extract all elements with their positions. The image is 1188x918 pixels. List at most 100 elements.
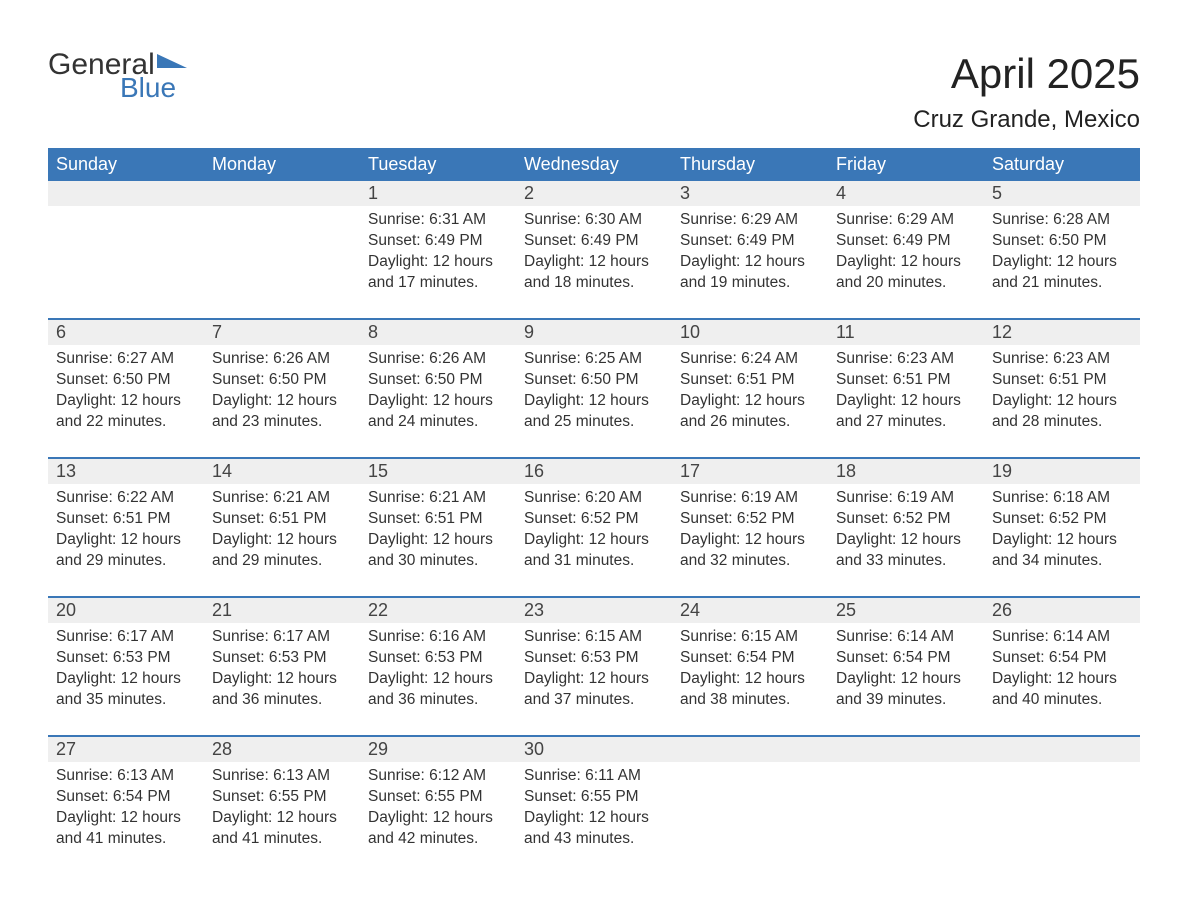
day-number-cell (828, 737, 984, 762)
sunrise-text: Sunrise: 6:26 AM (212, 349, 352, 370)
day-body-cell: Sunrise: 6:19 AMSunset: 6:52 PMDaylight:… (828, 484, 984, 580)
daylight1-text: Daylight: 12 hours (524, 808, 664, 829)
day-body-row: Sunrise: 6:13 AMSunset: 6:54 PMDaylight:… (48, 762, 1140, 858)
daylight2-text: and 35 minutes. (56, 690, 196, 711)
sunrise-text: Sunrise: 6:14 AM (992, 627, 1132, 648)
daylight1-text: Daylight: 12 hours (992, 530, 1132, 551)
daylight1-text: Daylight: 12 hours (368, 530, 508, 551)
calendar: Sunday Monday Tuesday Wednesday Thursday… (48, 148, 1140, 858)
day-number-cell: 9 (516, 320, 672, 345)
day-body-cell: Sunrise: 6:24 AMSunset: 6:51 PMDaylight:… (672, 345, 828, 441)
daylight2-text: and 34 minutes. (992, 551, 1132, 572)
daylight2-text: and 33 minutes. (836, 551, 976, 572)
sunrise-text: Sunrise: 6:23 AM (836, 349, 976, 370)
week-block: 13141516171819Sunrise: 6:22 AMSunset: 6:… (48, 457, 1140, 580)
day-header-cell: Friday (828, 148, 984, 181)
day-body-cell: Sunrise: 6:13 AMSunset: 6:54 PMDaylight:… (48, 762, 204, 858)
sunrise-text: Sunrise: 6:28 AM (992, 210, 1132, 231)
sunrise-text: Sunrise: 6:13 AM (212, 766, 352, 787)
sunset-text: Sunset: 6:51 PM (992, 370, 1132, 391)
daylight1-text: Daylight: 12 hours (56, 669, 196, 690)
daylight1-text: Daylight: 12 hours (680, 669, 820, 690)
daylight1-text: Daylight: 12 hours (56, 391, 196, 412)
day-body-cell: Sunrise: 6:15 AMSunset: 6:53 PMDaylight:… (516, 623, 672, 719)
daylight2-text: and 36 minutes. (368, 690, 508, 711)
day-header-cell: Saturday (984, 148, 1140, 181)
daylight1-text: Daylight: 12 hours (212, 530, 352, 551)
sunset-text: Sunset: 6:53 PM (56, 648, 196, 669)
day-body-cell: Sunrise: 6:13 AMSunset: 6:55 PMDaylight:… (204, 762, 360, 858)
daylight2-text: and 36 minutes. (212, 690, 352, 711)
day-body-cell: Sunrise: 6:23 AMSunset: 6:51 PMDaylight:… (828, 345, 984, 441)
day-number-cell (48, 181, 204, 206)
daylight1-text: Daylight: 12 hours (368, 808, 508, 829)
day-number-row: 12345 (48, 181, 1140, 206)
day-number-cell: 6 (48, 320, 204, 345)
day-number-cell: 22 (360, 598, 516, 623)
sunset-text: Sunset: 6:52 PM (992, 509, 1132, 530)
daylight1-text: Daylight: 12 hours (836, 252, 976, 273)
day-body-cell (828, 762, 984, 858)
sunset-text: Sunset: 6:54 PM (992, 648, 1132, 669)
sunrise-text: Sunrise: 6:26 AM (368, 349, 508, 370)
day-body-cell: Sunrise: 6:14 AMSunset: 6:54 PMDaylight:… (828, 623, 984, 719)
sunset-text: Sunset: 6:51 PM (368, 509, 508, 530)
weeks-container: 12345Sunrise: 6:31 AMSunset: 6:49 PMDayl… (48, 181, 1140, 858)
day-body-cell: Sunrise: 6:14 AMSunset: 6:54 PMDaylight:… (984, 623, 1140, 719)
daylight2-text: and 26 minutes. (680, 412, 820, 433)
sunset-text: Sunset: 6:50 PM (212, 370, 352, 391)
daylight1-text: Daylight: 12 hours (524, 669, 664, 690)
daylight2-text: and 21 minutes. (992, 273, 1132, 294)
sunset-text: Sunset: 6:55 PM (212, 787, 352, 808)
daylight2-text: and 32 minutes. (680, 551, 820, 572)
day-body-cell: Sunrise: 6:19 AMSunset: 6:52 PMDaylight:… (672, 484, 828, 580)
day-body-cell: Sunrise: 6:26 AMSunset: 6:50 PMDaylight:… (204, 345, 360, 441)
daylight1-text: Daylight: 12 hours (680, 252, 820, 273)
day-number-cell (672, 737, 828, 762)
day-header-cell: Sunday (48, 148, 204, 181)
sunset-text: Sunset: 6:49 PM (368, 231, 508, 252)
day-number-cell: 26 (984, 598, 1140, 623)
day-number-cell: 11 (828, 320, 984, 345)
daylight1-text: Daylight: 12 hours (368, 252, 508, 273)
day-body-cell (48, 206, 204, 302)
sunrise-text: Sunrise: 6:24 AM (680, 349, 820, 370)
day-header-cell: Tuesday (360, 148, 516, 181)
daylight1-text: Daylight: 12 hours (524, 391, 664, 412)
sunrise-text: Sunrise: 6:16 AM (368, 627, 508, 648)
sunrise-text: Sunrise: 6:22 AM (56, 488, 196, 509)
daylight2-text: and 28 minutes. (992, 412, 1132, 433)
daylight1-text: Daylight: 12 hours (680, 391, 820, 412)
daylight1-text: Daylight: 12 hours (56, 530, 196, 551)
daylight1-text: Daylight: 12 hours (212, 391, 352, 412)
day-body-cell (672, 762, 828, 858)
daylight2-text: and 30 minutes. (368, 551, 508, 572)
day-body-cell: Sunrise: 6:12 AMSunset: 6:55 PMDaylight:… (360, 762, 516, 858)
day-body-row: Sunrise: 6:31 AMSunset: 6:49 PMDaylight:… (48, 206, 1140, 302)
sunrise-text: Sunrise: 6:20 AM (524, 488, 664, 509)
daylight2-text: and 23 minutes. (212, 412, 352, 433)
daylight2-text: and 17 minutes. (368, 273, 508, 294)
sunset-text: Sunset: 6:53 PM (524, 648, 664, 669)
day-body-cell: Sunrise: 6:21 AMSunset: 6:51 PMDaylight:… (204, 484, 360, 580)
daylight2-text: and 37 minutes. (524, 690, 664, 711)
day-header-cell: Monday (204, 148, 360, 181)
day-number-cell: 17 (672, 459, 828, 484)
day-number-cell: 16 (516, 459, 672, 484)
daylight1-text: Daylight: 12 hours (368, 669, 508, 690)
day-number-cell: 2 (516, 181, 672, 206)
day-number-cell: 24 (672, 598, 828, 623)
daylight1-text: Daylight: 12 hours (212, 808, 352, 829)
day-number-cell: 10 (672, 320, 828, 345)
daylight1-text: Daylight: 12 hours (524, 252, 664, 273)
daylight1-text: Daylight: 12 hours (836, 669, 976, 690)
day-number-cell: 8 (360, 320, 516, 345)
sunrise-text: Sunrise: 6:14 AM (836, 627, 976, 648)
title-block: April 2025 Cruz Grande, Mexico (913, 50, 1140, 134)
day-body-cell: Sunrise: 6:21 AMSunset: 6:51 PMDaylight:… (360, 484, 516, 580)
day-body-cell (984, 762, 1140, 858)
daylight1-text: Daylight: 12 hours (992, 391, 1132, 412)
day-number-row: 20212223242526 (48, 598, 1140, 623)
sunrise-text: Sunrise: 6:19 AM (836, 488, 976, 509)
sunrise-text: Sunrise: 6:17 AM (212, 627, 352, 648)
